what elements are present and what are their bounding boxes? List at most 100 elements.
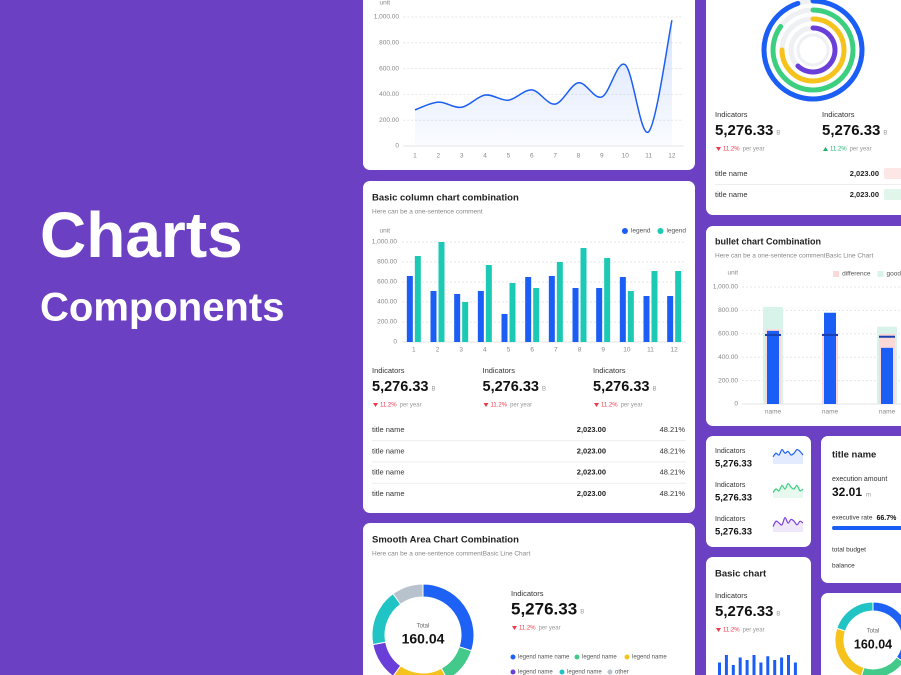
bar (651, 271, 658, 342)
indicator-unit: B (580, 610, 584, 616)
bar (881, 347, 893, 404)
x-tick-label: 10 (622, 153, 630, 160)
panel (706, 436, 811, 547)
y-tick-label: 800.00 (379, 40, 399, 47)
indicator-label: Indicators (511, 589, 544, 598)
indicator-value: 5,276.33 (715, 527, 752, 538)
legend-swatch (510, 654, 516, 660)
bar (438, 242, 445, 342)
x-tick-label: 7 (554, 347, 558, 354)
area (414, 20, 672, 147)
bar (414, 256, 421, 342)
indicator-value: 5,276.33 (715, 459, 752, 470)
table-cell: 48.21% (660, 425, 686, 434)
legend-label: legend (631, 228, 651, 235)
indicator-period: per year (621, 403, 643, 409)
x-tick-label: 1 (412, 347, 416, 354)
hero-subtitle: Components (40, 286, 284, 330)
chart-subtitle: Here can be a one-sentence commentBasic … (372, 551, 530, 558)
x-tick-label: 10 (623, 347, 631, 354)
bar (767, 330, 779, 404)
table-cell: title name (372, 425, 405, 434)
bar (556, 262, 563, 342)
donut-center-value: 160.04 (402, 631, 445, 647)
y-tick-label: 0 (395, 143, 399, 150)
indicator-value: 5,276.33 (483, 379, 539, 395)
field-label: balance (832, 563, 855, 570)
trend-arrow (483, 403, 489, 407)
trend-arrow (716, 147, 721, 151)
indicator-value: 5,276.33 (511, 599, 577, 618)
axis-label: unit (380, 228, 391, 235)
y-tick-label: 600.00 (379, 65, 399, 72)
y-tick-label: 600.00 (718, 331, 738, 338)
x-tick-label: 12 (668, 153, 676, 160)
x-tick-label: 9 (601, 347, 605, 354)
indicator-period: per year (400, 403, 422, 409)
spark-line (772, 448, 804, 458)
panel (706, 557, 811, 675)
y-tick-label: 1,000.00 (374, 14, 400, 21)
indicator-label: Indicators (593, 366, 626, 375)
indicator-change: 11.2% (519, 626, 536, 632)
bar (766, 656, 770, 675)
indicator-value: 5,276.33 (715, 603, 773, 620)
legend-swatch (621, 228, 628, 234)
x-tick-label: name (822, 409, 839, 416)
y-tick-label: 0 (393, 339, 397, 346)
legend-label: legend name name (518, 655, 570, 661)
x-tick-label: 3 (460, 153, 464, 160)
y-tick-label: 600.00 (377, 279, 397, 286)
x-tick-label: 12 (671, 347, 679, 354)
card-title: Basic chart (715, 569, 767, 580)
bar (643, 296, 650, 342)
legend-label: difference (842, 271, 871, 278)
bar (580, 248, 587, 342)
bar (667, 296, 674, 342)
trend-arrow (823, 147, 828, 151)
trend-arrow (716, 628, 721, 632)
legend-swatch (607, 669, 613, 675)
indicator-change: 11.2% (723, 147, 740, 153)
line (414, 20, 673, 133)
indicator-unit: B (652, 387, 656, 393)
bar (548, 276, 555, 342)
chart-subtitle: Here can be a one-sentence commentBasic … (715, 253, 873, 260)
bar (752, 655, 756, 675)
panel (821, 436, 901, 583)
bar (780, 657, 784, 675)
indicator-value: 5,276.33 (372, 379, 428, 395)
donut-segment (392, 583, 424, 605)
indicator-label: Indicators (822, 110, 855, 119)
bar (619, 277, 626, 342)
legend-swatch (574, 654, 580, 660)
y-tick-label: 800.00 (377, 259, 397, 266)
target-marker (879, 335, 895, 338)
legend-label: legend name (567, 670, 602, 675)
table-cell: title name (372, 489, 405, 498)
indicator-period: per year (743, 147, 765, 153)
ring-bar (770, 7, 856, 93)
legend-swatch (510, 669, 516, 675)
bar (430, 291, 437, 342)
legend-swatch (624, 654, 630, 660)
bar (604, 258, 611, 342)
panel (706, 226, 901, 426)
indicator-unit: B (776, 131, 780, 137)
y-tick-label: 200.00 (379, 117, 399, 124)
axis-label: unit (728, 270, 739, 277)
indicator-period: per year (539, 626, 561, 632)
indicator-label: Indicators (715, 591, 748, 600)
bar (525, 277, 532, 342)
indicator-value: 5,276.33 (715, 122, 773, 139)
table-cell: 48.21% (660, 446, 686, 455)
y-tick-label: 1,000.00 (372, 239, 398, 246)
y-tick-label: 400.00 (379, 91, 399, 98)
field-label: executive rate (832, 515, 873, 522)
x-tick-label: 6 (530, 347, 534, 354)
indicator-period: per year (850, 147, 872, 153)
field-label: execution amount (832, 476, 887, 483)
target-marker (765, 333, 781, 336)
axis-label: unit (380, 0, 391, 7)
indicator-label: Indicators (483, 366, 516, 375)
